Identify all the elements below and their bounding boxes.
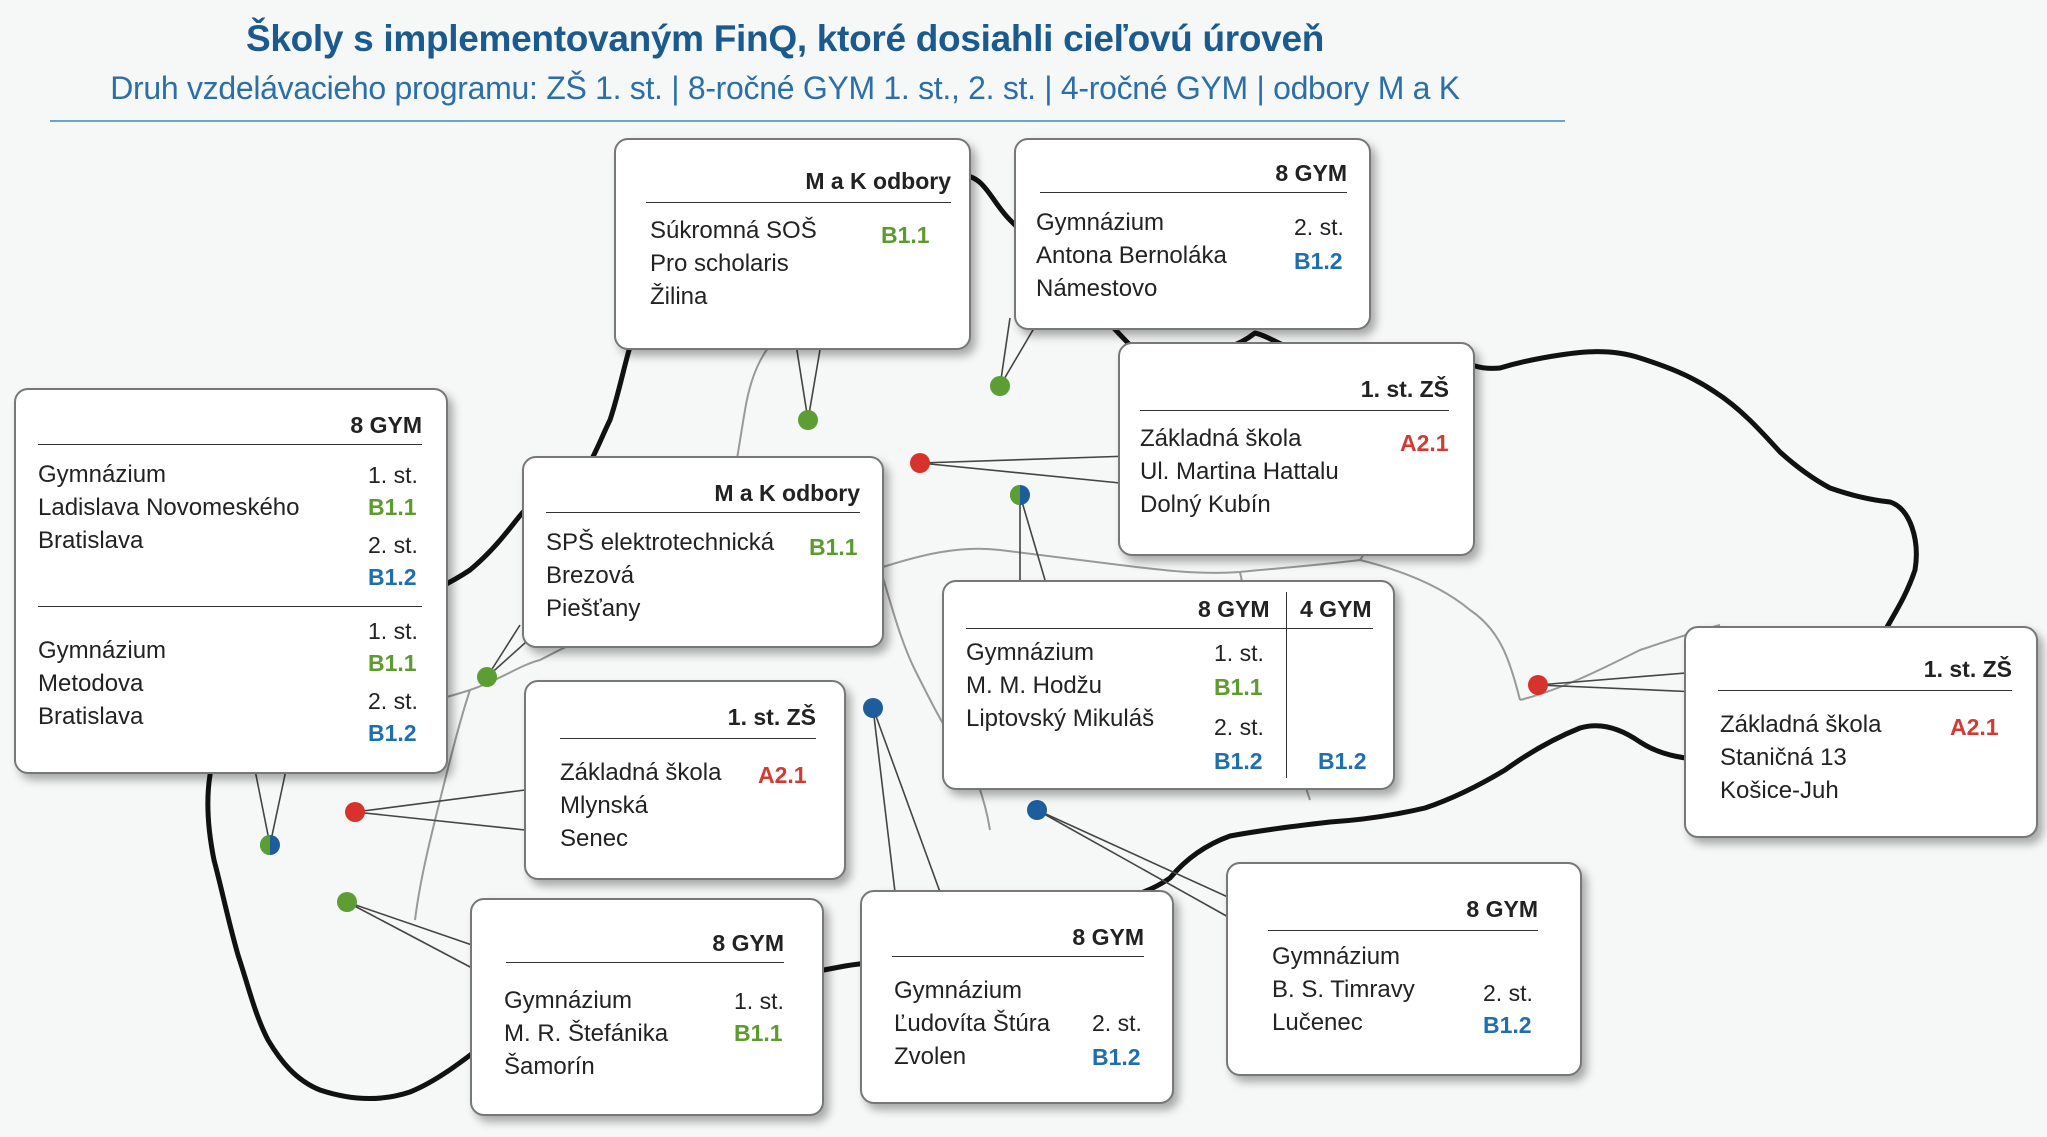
school-name-1: Gymnázium Ladislava Novomeského Bratisla… bbox=[38, 461, 300, 554]
callout-header: M a K odbory bbox=[714, 480, 860, 506]
leader-lines bbox=[254, 317, 1699, 969]
school-name: Gymnázium Ľudovíta Štúra Zvolen bbox=[894, 977, 1051, 1070]
header-rule bbox=[646, 202, 951, 203]
level-badge: B1.2 bbox=[1092, 1044, 1141, 1070]
stage-label: 1. st. bbox=[734, 988, 784, 1014]
callout-zilina[interactable]: M a K odbory Súkromná SOŠ Pro scholaris … bbox=[614, 138, 971, 350]
school-name: Gymnázium B. S. Timravy Lučenec bbox=[1272, 943, 1415, 1036]
header-rule bbox=[1718, 690, 2012, 691]
column-divider bbox=[1286, 592, 1287, 778]
marker-samorin[interactable] bbox=[337, 892, 357, 912]
header-rule bbox=[560, 738, 816, 739]
callout-zvolen[interactable]: 8 GYM Gymnázium Ľudovíta Štúra Zvolen 2.… bbox=[860, 890, 1174, 1104]
level-badge: B1.1 bbox=[368, 650, 417, 676]
stage-label: 1. st. bbox=[368, 618, 418, 644]
header-rule bbox=[506, 962, 784, 963]
level-badge: A2.1 bbox=[1950, 714, 1999, 740]
header-rule bbox=[546, 512, 860, 513]
location-markers bbox=[260, 376, 1548, 912]
level-badge: B1.1 bbox=[368, 494, 417, 520]
level-badge: B1.2 bbox=[1214, 748, 1263, 774]
callout-samorin[interactable]: 8 GYM Gymnázium M. R. Štefánika Šamorín … bbox=[470, 898, 824, 1116]
callout-header: 1. st. ZŠ bbox=[727, 704, 816, 730]
school-name: Základná škola Mlynská Senec bbox=[560, 759, 722, 852]
level-badge: B1.2 bbox=[1483, 1012, 1532, 1038]
marker-liptovsky-green-half bbox=[1010, 485, 1020, 505]
map-subtitle: Druh vzdelávacieho programu: ZŠ 1. st. |… bbox=[110, 70, 1460, 106]
header-rule bbox=[1040, 192, 1347, 193]
callout-senec[interactable]: 1. st. ZŠ Základná škola Mlynská Senec A… bbox=[524, 680, 846, 880]
school-name: Základná škola Ul. Martina Hattalu Dolný… bbox=[1140, 425, 1339, 518]
callout-header: 8 GYM bbox=[1275, 160, 1347, 186]
level-badge: B1.2 bbox=[1294, 248, 1343, 274]
header-rule bbox=[966, 628, 1373, 629]
marker-kosice[interactable] bbox=[1528, 675, 1548, 695]
level-badge: B1.2 bbox=[368, 564, 417, 590]
callout-header: 1. st. ZŠ bbox=[1923, 656, 2012, 682]
school-name: Základná škola Staničná 13 Košice-Juh bbox=[1720, 711, 1882, 804]
callout-dolny-kubin[interactable]: 1. st. ZŠ Základná škola Ul. Martina Hat… bbox=[1118, 342, 1475, 556]
callout-header-4gym: 4 GYM bbox=[1300, 596, 1372, 622]
callout-namestovo[interactable]: 8 GYM Gymnázium Antona Bernoláka Námesto… bbox=[1014, 138, 1371, 330]
marker-namestovo[interactable] bbox=[990, 376, 1010, 396]
stage-label: 2. st. bbox=[368, 688, 418, 714]
school-name: SPŠ elektrotechnická Brezová Piešťany bbox=[546, 529, 775, 622]
callout-kosice[interactable]: 1. st. ZŠ Základná škola Staničná 13 Koš… bbox=[1684, 626, 2038, 838]
school-name-2: Gymnázium Metodova Bratislava bbox=[38, 637, 167, 730]
level-badge: B1.1 bbox=[881, 222, 930, 248]
callout-header-8gym: 8 GYM bbox=[1198, 596, 1270, 622]
school-divider bbox=[38, 606, 422, 607]
marker-lucenec[interactable] bbox=[1027, 800, 1047, 820]
header-rule bbox=[1268, 930, 1538, 931]
stage-label: 2. st. bbox=[1294, 214, 1344, 240]
callout-header: 1. st. ZŠ bbox=[1360, 376, 1449, 402]
header-divider bbox=[50, 120, 1565, 122]
marker-zilina[interactable] bbox=[798, 410, 818, 430]
stage-label: 2. st. bbox=[1483, 980, 1533, 1006]
header-rule bbox=[38, 444, 422, 445]
callout-header: 8 GYM bbox=[1072, 924, 1144, 950]
callout-header: 8 GYM bbox=[1466, 896, 1538, 922]
callout-bratislava[interactable]: 8 GYM Gymnázium Ladislava Novomeského Br… bbox=[14, 388, 448, 774]
stage-label: 2. st. bbox=[368, 532, 418, 558]
level-badge: A2.1 bbox=[1400, 430, 1449, 456]
stage-label: 2. st. bbox=[1092, 1010, 1142, 1036]
school-name: Gymnázium M. R. Štefánika Šamorín bbox=[504, 987, 669, 1080]
school-name: Gymnázium Antona Bernoláka Námestovo bbox=[1036, 209, 1227, 302]
school-name: Gymnázium M. M. Hodžu Liptovský Mikuláš bbox=[966, 639, 1155, 732]
callout-header: 8 GYM bbox=[350, 412, 422, 438]
callout-liptovsky-mikulas[interactable]: 8 GYM 4 GYM Gymnázium M. M. Hodžu Liptov… bbox=[942, 580, 1395, 790]
marker-piestany[interactable] bbox=[477, 667, 497, 687]
callout-lucenec[interactable]: 8 GYM Gymnázium B. S. Timravy Lučenec 2.… bbox=[1226, 862, 1582, 1076]
level-badge: B1.1 bbox=[1214, 674, 1263, 700]
header-rule bbox=[1140, 410, 1449, 411]
stage-label: 2. st. bbox=[1214, 714, 1264, 740]
map-title: Školy s implementovaným FinQ, ktoré dosi… bbox=[245, 18, 1325, 59]
callout-header: 8 GYM bbox=[712, 930, 784, 956]
callout-piestany[interactable]: M a K odbory SPŠ elektrotechnická Brezov… bbox=[522, 456, 884, 648]
school-name: Súkromná SOŠ Pro scholaris Žilina bbox=[650, 217, 817, 310]
level-badge: B1.1 bbox=[809, 534, 858, 560]
level-badge: A2.1 bbox=[758, 762, 807, 788]
callout-header: M a K odbory bbox=[805, 168, 951, 194]
stage-label: 1. st. bbox=[1214, 640, 1264, 666]
header-rule bbox=[892, 956, 1144, 957]
marker-bratislava-green-half bbox=[260, 835, 270, 855]
marker-zvolen[interactable] bbox=[863, 698, 883, 718]
level-badge: B1.1 bbox=[734, 1020, 783, 1046]
marker-senec[interactable] bbox=[345, 802, 365, 822]
level-badge: B1.2 bbox=[368, 720, 417, 746]
level-badge-4gym: B1.2 bbox=[1318, 748, 1367, 774]
stage-label: 1. st. bbox=[368, 462, 418, 488]
marker-dolny-kubin[interactable] bbox=[910, 453, 930, 473]
